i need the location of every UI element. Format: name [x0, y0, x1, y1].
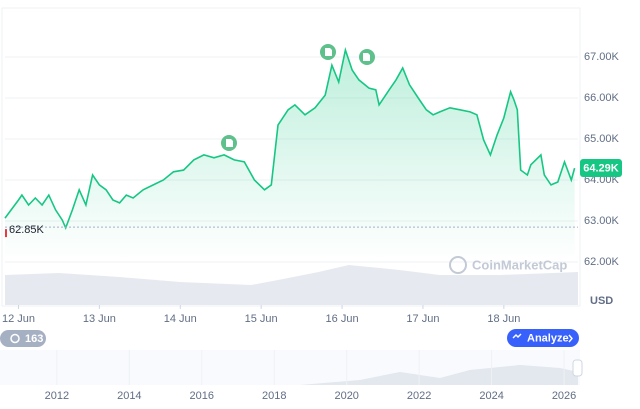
x-tick-label: 15 Jun	[245, 313, 278, 325]
y-tick-label: 67.00K	[584, 51, 620, 63]
navigator-tick-label: 2026	[552, 390, 576, 402]
y-tick-label: 63.00K	[584, 215, 620, 227]
navigator-tick-label: 2022	[407, 390, 431, 402]
last-badge	[580, 159, 622, 178]
navigator-tick-label: 2014	[117, 390, 141, 402]
y-tick-label: 65.00K	[584, 133, 620, 145]
navigator-tick-label: 2012	[45, 390, 69, 402]
x-tick-label: 18 Jun	[487, 313, 520, 325]
x-tick-label: 17 Jun	[406, 313, 439, 325]
navigator-tick-label: 2020	[334, 390, 358, 402]
news-markers	[221, 44, 375, 151]
history-icon	[10, 333, 20, 344]
open-label: 62.85K	[9, 224, 45, 236]
y-tick-label: 66.00K	[584, 92, 620, 104]
count-button[interactable]	[0, 330, 46, 347]
currency-label: USD	[590, 295, 613, 307]
navigator-area	[300, 365, 578, 385]
price-area	[5, 50, 575, 262]
last-label: 64.29K	[583, 162, 619, 174]
plot-frame	[1, 7, 581, 307]
navigator-tick-label: 2018	[262, 390, 286, 402]
x-tick-label: 13 Jun	[83, 313, 116, 325]
volume-area	[5, 265, 578, 305]
price-line	[4, 46, 576, 231]
y-tick-label: 62.00K	[584, 256, 620, 268]
analyze-icons	[512, 333, 573, 343]
analyze-text: Analyze	[527, 332, 569, 344]
x-tick-label: 16 Jun	[326, 313, 359, 325]
navigator-tick-label: 2016	[190, 390, 214, 402]
analyze-button[interactable]	[507, 329, 579, 347]
navigator-tick-label: 2024	[479, 390, 503, 402]
x-tick-label: 12 Jun	[2, 313, 35, 325]
count-text: 163	[25, 333, 43, 345]
navigator-handle[interactable]	[572, 359, 583, 377]
x-tick-label: 14 Jun	[164, 313, 197, 325]
